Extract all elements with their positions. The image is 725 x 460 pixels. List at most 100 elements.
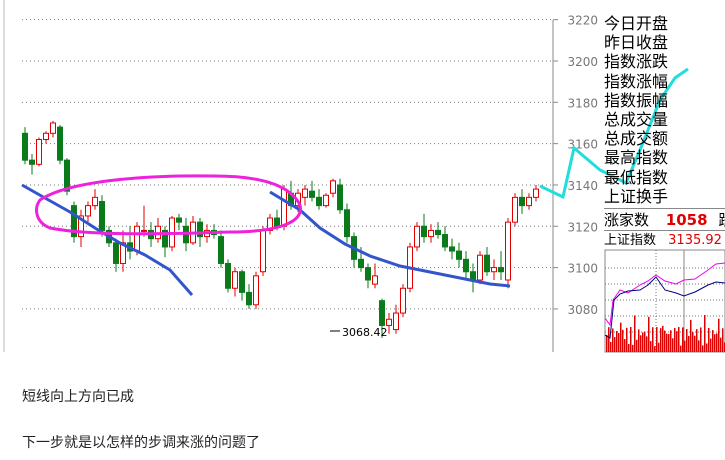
candle-body bbox=[22, 132, 28, 161]
candle-body bbox=[218, 236, 224, 264]
mini-intraday-chart bbox=[604, 249, 725, 353]
y-tick-label: 3180 bbox=[567, 96, 598, 110]
candle bbox=[57, 125, 63, 165]
candle-body bbox=[309, 190, 315, 198]
candle bbox=[337, 178, 343, 214]
volume-bar bbox=[622, 329, 624, 352]
volume-bar bbox=[682, 327, 684, 352]
candle bbox=[190, 215, 196, 245]
panel-field-label: 最高指数 bbox=[604, 148, 669, 168]
volume-bar bbox=[642, 332, 644, 352]
volume-bar bbox=[610, 341, 612, 352]
candle-body bbox=[414, 225, 420, 248]
index-row: 上证指数 3135.92 bbox=[604, 230, 725, 251]
candle bbox=[29, 153, 35, 175]
candle bbox=[533, 184, 539, 202]
candle bbox=[218, 230, 224, 268]
candle bbox=[365, 263, 371, 289]
candle-body bbox=[484, 254, 490, 273]
candle bbox=[99, 195, 105, 237]
volume-bar bbox=[650, 341, 652, 352]
candle-body bbox=[379, 300, 385, 326]
panel-field-label: 昨日收盘 bbox=[604, 33, 669, 53]
candle-body bbox=[393, 312, 399, 331]
candle-body bbox=[253, 275, 259, 306]
candle bbox=[442, 226, 448, 252]
candle-body bbox=[344, 209, 350, 238]
volume-bar bbox=[632, 344, 634, 352]
caption-2: 下一步就是以怎样的步调来涨的问题了 bbox=[22, 435, 260, 451]
volume-bar bbox=[606, 335, 608, 352]
candle-body bbox=[225, 262, 231, 289]
candle bbox=[36, 137, 42, 167]
volume-bar bbox=[644, 331, 646, 352]
candle-body bbox=[50, 122, 56, 134]
candle-body bbox=[428, 229, 434, 238]
candle bbox=[302, 184, 308, 206]
candle-body bbox=[505, 221, 511, 281]
volume-bar bbox=[648, 316, 650, 352]
candle-body bbox=[463, 258, 469, 273]
candle bbox=[393, 304, 399, 334]
volume-bar bbox=[716, 333, 718, 352]
volume-bar bbox=[614, 337, 616, 352]
candle bbox=[463, 251, 469, 278]
candle bbox=[162, 226, 168, 258]
y-tick-label: 3160 bbox=[567, 138, 598, 152]
volume-bar bbox=[690, 319, 692, 352]
candle-body bbox=[141, 229, 147, 232]
candle bbox=[505, 218, 511, 289]
advancers-label: 涨家数 bbox=[604, 211, 650, 229]
candle-body bbox=[64, 159, 70, 192]
volume-bar bbox=[634, 315, 636, 352]
candle bbox=[330, 178, 336, 198]
panel-field-label: 最低指数 bbox=[604, 167, 669, 187]
volume-bar bbox=[658, 342, 660, 352]
candle bbox=[309, 180, 315, 202]
candle bbox=[435, 222, 441, 239]
candle-body bbox=[365, 267, 371, 281]
candle bbox=[526, 193, 532, 210]
y-tick-label: 3100 bbox=[567, 262, 598, 276]
candle bbox=[428, 224, 434, 243]
candle-body bbox=[57, 126, 63, 161]
panel-field-label: 上证换手 bbox=[604, 186, 669, 206]
volume-bar bbox=[612, 328, 614, 352]
candle-body bbox=[519, 196, 525, 207]
candle bbox=[267, 213, 273, 235]
y-tick-label: 3220 bbox=[567, 14, 598, 28]
volume-bar bbox=[618, 333, 620, 352]
quote-panel: 今日开盘 昨日收盘 指数涨跌 指数涨幅 指数振幅 总成交量 总成交额 最高指数 最低指数 上证换手 bbox=[604, 14, 725, 206]
candle bbox=[113, 238, 119, 272]
candle-body bbox=[386, 318, 392, 326]
volume-bar bbox=[718, 318, 720, 352]
highlight-ellipse bbox=[35, 174, 302, 236]
candle bbox=[400, 284, 406, 318]
candle bbox=[141, 205, 147, 237]
decliners-label: 跌 bbox=[718, 211, 725, 229]
volume-bar bbox=[710, 338, 712, 352]
candle-body bbox=[176, 217, 182, 223]
volume-bar bbox=[628, 344, 630, 352]
candle-body bbox=[372, 275, 378, 285]
projection-arrow-line bbox=[539, 67, 689, 200]
volume-bar bbox=[692, 332, 694, 352]
y-tick-label: 3200 bbox=[567, 55, 598, 69]
volume-bar bbox=[656, 327, 658, 352]
candle-body bbox=[435, 229, 441, 236]
candle-body bbox=[477, 254, 483, 281]
volume-bar bbox=[696, 329, 698, 352]
candle-body bbox=[246, 291, 252, 306]
volume-bar bbox=[684, 340, 686, 352]
volume-bar bbox=[688, 335, 690, 352]
candle bbox=[92, 189, 98, 210]
candle-body bbox=[99, 200, 105, 231]
candle bbox=[491, 259, 497, 280]
advancers-value: 1058 bbox=[665, 211, 708, 229]
volume-bar bbox=[662, 325, 664, 352]
candle bbox=[253, 271, 259, 309]
candle-body bbox=[449, 246, 455, 252]
volume-bar bbox=[694, 335, 696, 352]
candle bbox=[414, 222, 420, 252]
volume-bar bbox=[714, 334, 716, 352]
